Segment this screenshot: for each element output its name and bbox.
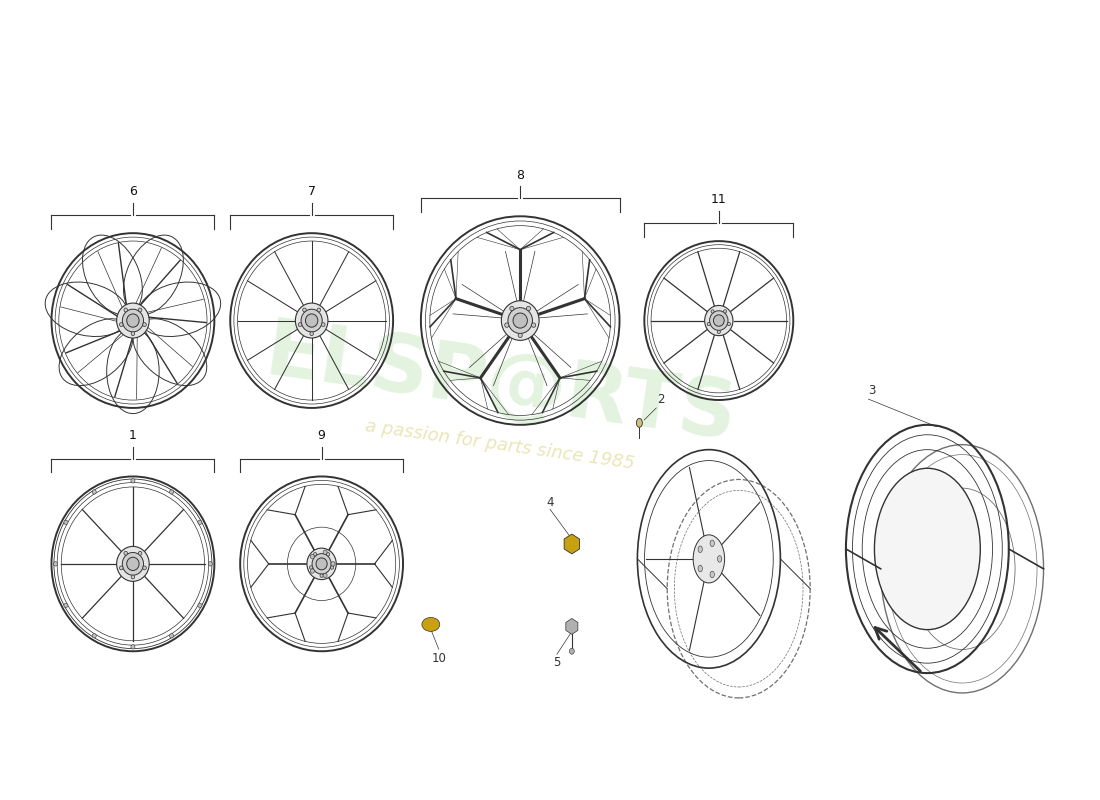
Text: 1: 1 [129,429,136,442]
Ellipse shape [139,308,142,312]
Ellipse shape [508,308,532,334]
Ellipse shape [717,556,722,562]
Ellipse shape [570,648,574,654]
Ellipse shape [64,520,68,525]
Ellipse shape [717,330,720,334]
Ellipse shape [92,490,97,494]
Ellipse shape [711,571,714,578]
Ellipse shape [693,535,725,583]
Ellipse shape [321,322,326,326]
Ellipse shape [312,554,331,574]
Ellipse shape [502,301,539,340]
Text: 2: 2 [658,393,664,406]
Ellipse shape [310,554,315,559]
Ellipse shape [139,551,142,555]
Ellipse shape [298,322,301,326]
Ellipse shape [320,574,323,578]
Ellipse shape [143,566,146,570]
Ellipse shape [527,306,530,310]
Ellipse shape [143,322,146,326]
Text: 3: 3 [868,384,876,397]
Ellipse shape [331,562,335,566]
Text: 9: 9 [318,429,326,442]
Ellipse shape [317,308,320,312]
Ellipse shape [120,322,123,326]
Ellipse shape [711,540,714,546]
Ellipse shape [64,603,68,607]
Ellipse shape [330,566,333,570]
Ellipse shape [505,323,509,327]
Ellipse shape [54,562,57,566]
Ellipse shape [131,478,135,483]
Ellipse shape [92,634,97,638]
Text: 8: 8 [516,169,525,182]
Ellipse shape [710,310,728,330]
Ellipse shape [422,618,440,631]
Ellipse shape [120,566,123,570]
Text: 11: 11 [711,194,727,206]
Text: 7: 7 [308,186,316,198]
Ellipse shape [323,574,327,578]
Text: 6: 6 [129,186,136,198]
Polygon shape [565,618,578,634]
Ellipse shape [637,418,642,427]
Ellipse shape [131,645,135,649]
Ellipse shape [117,303,150,338]
Ellipse shape [874,468,980,630]
Ellipse shape [117,546,150,582]
Ellipse shape [314,553,317,556]
Ellipse shape [296,303,328,338]
Ellipse shape [307,548,337,579]
Ellipse shape [698,546,703,553]
Ellipse shape [124,551,128,555]
Ellipse shape [169,490,174,494]
Ellipse shape [323,550,327,554]
Ellipse shape [310,332,314,335]
Ellipse shape [698,566,703,572]
Ellipse shape [509,306,514,310]
Ellipse shape [316,558,327,570]
Ellipse shape [208,562,212,566]
Ellipse shape [707,322,711,326]
Text: 4: 4 [547,496,553,510]
Ellipse shape [513,313,527,328]
Ellipse shape [518,334,522,338]
Ellipse shape [705,306,733,336]
Ellipse shape [327,553,330,556]
Ellipse shape [198,520,202,525]
Ellipse shape [302,308,306,312]
Ellipse shape [122,553,143,575]
Ellipse shape [126,558,139,570]
Ellipse shape [724,310,727,313]
Polygon shape [564,534,580,554]
Ellipse shape [306,314,318,327]
Ellipse shape [126,314,139,327]
Text: 10: 10 [431,652,447,666]
Ellipse shape [169,634,174,638]
Text: a passion for parts since 1985: a passion for parts since 1985 [364,417,636,473]
Text: 5: 5 [553,656,561,670]
Ellipse shape [531,323,536,327]
Text: ELSP@RTS: ELSP@RTS [260,314,741,457]
Ellipse shape [131,332,134,335]
Ellipse shape [122,309,143,332]
Ellipse shape [711,310,714,313]
Ellipse shape [714,315,724,326]
Ellipse shape [124,308,128,312]
Ellipse shape [301,309,322,332]
Ellipse shape [309,566,312,570]
Ellipse shape [131,575,134,579]
Ellipse shape [198,603,202,607]
Ellipse shape [310,569,315,574]
Ellipse shape [727,322,730,326]
